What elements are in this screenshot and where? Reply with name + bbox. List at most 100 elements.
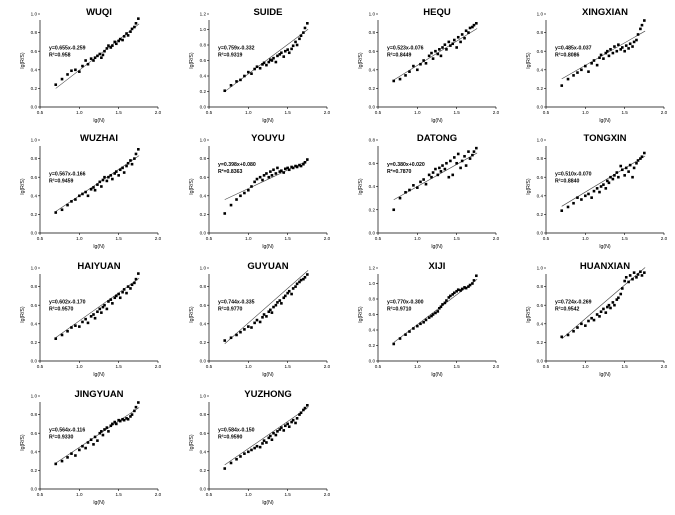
data-point bbox=[439, 305, 443, 309]
x-tick-label: 1.0 bbox=[76, 492, 83, 497]
x-tick-label: 1.0 bbox=[76, 110, 83, 115]
y-tick-label: 0.2 bbox=[369, 207, 376, 212]
data-point bbox=[468, 283, 472, 287]
data-point bbox=[235, 80, 238, 83]
panel-hequ: HEQU 0.5 1.0 1.5 2.0 0.0 0.2 0.4 0.6 0.8 1.0 lg(N) l… bbox=[358, 7, 500, 124]
y-tick-label: 1.0 bbox=[200, 266, 207, 271]
data-point bbox=[111, 177, 114, 181]
data-point bbox=[471, 25, 474, 29]
data-point bbox=[280, 426, 283, 429]
data-point bbox=[276, 301, 279, 304]
x-tick-label: 0.5 bbox=[37, 364, 44, 369]
x-tick-label: 1.5 bbox=[284, 492, 291, 497]
data-point bbox=[595, 187, 599, 190]
data-point bbox=[419, 180, 422, 184]
data-point bbox=[115, 422, 118, 426]
data-point bbox=[639, 157, 642, 160]
panel-tongxin: TONGXIN 0.5 1.0 1.5 2.0 0.0 0.2 0.4 0.6 0.8 1.0 lg(… bbox=[526, 133, 668, 250]
data-point bbox=[255, 318, 259, 322]
data-point bbox=[81, 444, 84, 448]
y-tick-label: 0.6 bbox=[369, 161, 376, 166]
equation-label: y=0.770x-0.300 bbox=[387, 299, 424, 305]
data-point bbox=[265, 441, 268, 444]
y-tick-label: 0.4 bbox=[200, 449, 207, 454]
data-point bbox=[592, 318, 596, 322]
data-point bbox=[239, 78, 242, 82]
regression-line bbox=[55, 407, 140, 464]
x-tick-label: 0.5 bbox=[375, 364, 382, 369]
data-point bbox=[303, 161, 307, 164]
data-point bbox=[70, 452, 73, 455]
data-point bbox=[611, 177, 615, 181]
data-point bbox=[398, 196, 402, 200]
data-point bbox=[122, 288, 126, 291]
data-point bbox=[451, 293, 455, 296]
data-point bbox=[447, 175, 451, 179]
y-axis-label: lg(R/S) bbox=[20, 306, 26, 322]
data-point bbox=[299, 278, 303, 282]
x-tick-label: 1.5 bbox=[115, 110, 122, 115]
data-point bbox=[105, 47, 109, 50]
y-tick-label: 0.8 bbox=[31, 30, 38, 35]
x-tick-label: 1.5 bbox=[115, 492, 122, 497]
data-point bbox=[100, 311, 103, 314]
data-point bbox=[306, 273, 309, 276]
data-point bbox=[427, 54, 431, 58]
data-point bbox=[306, 22, 309, 25]
data-point bbox=[137, 17, 140, 20]
data-point bbox=[121, 38, 124, 42]
data-point bbox=[392, 342, 396, 346]
data-point bbox=[89, 57, 93, 60]
data-point bbox=[250, 448, 253, 452]
data-point bbox=[78, 448, 81, 452]
data-point bbox=[584, 194, 587, 198]
data-point bbox=[291, 166, 295, 170]
equation-label: y=0.567x-0.166 bbox=[49, 171, 86, 177]
y-tick-label: 0.8 bbox=[200, 156, 207, 161]
data-point bbox=[584, 324, 587, 327]
data-point bbox=[113, 420, 117, 424]
x-tick-label: 0.5 bbox=[37, 492, 44, 497]
data-point bbox=[133, 409, 136, 413]
data-point bbox=[422, 59, 425, 62]
data-point bbox=[272, 56, 275, 60]
data-point bbox=[460, 159, 464, 163]
data-point bbox=[416, 324, 419, 328]
y-axis-label: lg(R/S) bbox=[358, 306, 364, 322]
data-point bbox=[280, 169, 283, 172]
data-point bbox=[302, 162, 305, 166]
panel-youyu: YOUYU 0.5 1.0 1.5 2.0 0.0 0.2 0.4 0.6 0.8 1.0 lg(N)… bbox=[189, 133, 331, 250]
data-point bbox=[471, 282, 474, 285]
data-point bbox=[267, 310, 271, 314]
data-point bbox=[84, 317, 87, 321]
data-point bbox=[306, 158, 309, 161]
y-tick-label: 0.6 bbox=[31, 303, 38, 308]
data-point bbox=[623, 279, 626, 283]
data-point bbox=[122, 418, 126, 422]
data-point bbox=[472, 23, 476, 27]
data-point bbox=[438, 307, 441, 310]
data-point bbox=[621, 287, 624, 290]
data-point bbox=[595, 63, 599, 67]
data-point bbox=[60, 333, 64, 337]
data-point bbox=[287, 425, 291, 428]
data-point bbox=[566, 77, 570, 81]
data-point bbox=[223, 467, 227, 470]
data-point bbox=[424, 61, 428, 65]
y-tick-label: 0.8 bbox=[537, 156, 544, 161]
x-axis-label: lg(N) bbox=[93, 500, 105, 506]
data-point bbox=[631, 175, 634, 179]
x-tick-label: 0.5 bbox=[206, 236, 213, 241]
data-point bbox=[456, 35, 460, 39]
data-point bbox=[86, 321, 90, 325]
data-point bbox=[294, 164, 297, 168]
data-point bbox=[604, 51, 608, 55]
data-point bbox=[118, 296, 122, 300]
data-point bbox=[109, 298, 113, 301]
data-point bbox=[93, 435, 97, 439]
y-tick-label: 0.0 bbox=[200, 231, 207, 236]
y-tick-label: 0.2 bbox=[31, 468, 38, 473]
r2-label: R²=0.958 bbox=[49, 52, 71, 58]
data-point bbox=[422, 320, 425, 324]
data-point bbox=[290, 47, 293, 51]
